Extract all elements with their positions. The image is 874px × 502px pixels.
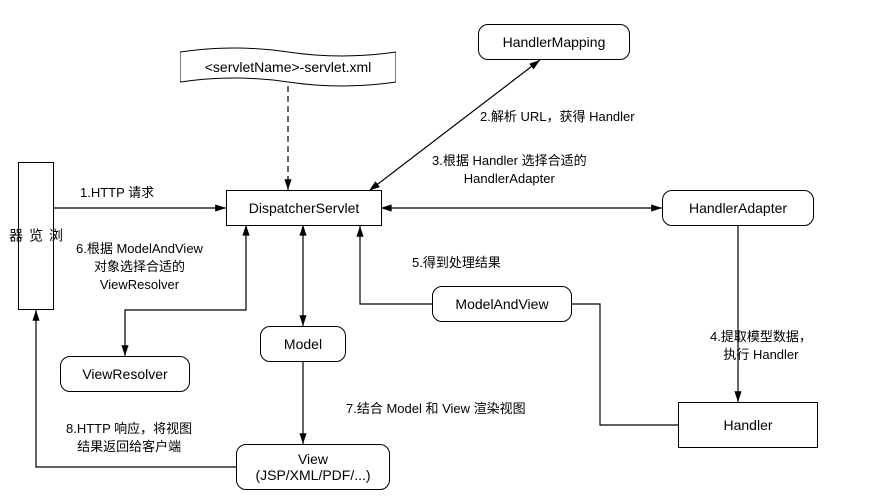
node-servletxml: <servletName>-servlet.xml [180,46,396,90]
node-label-model: Model [284,336,322,352]
node-label-handleradapter: HandlerAdapter [689,200,787,216]
edge-label-e5: 5.得到处理结果 [412,254,501,272]
node-model: Model [260,326,346,362]
edge-label-e1: 1.HTTP 请求 [80,184,154,202]
edge-label-e6: 6.根据 ModelAndView 对象选择合适的 ViewResolver [76,240,203,295]
edge-e5b [572,304,678,425]
node-browser: 浏 览 器 [18,162,54,310]
edge-label-e8: 8.HTTP 响应，将视图 结果返回给客户端 [66,420,192,456]
node-view: View (JSP/XML/PDF/...) [236,444,390,490]
node-modelandview: ModelAndView [432,286,572,322]
edge-label-e2: 2.解析 URL，获得 Handler [480,108,635,126]
node-label-viewresolver: ViewResolver [82,366,167,382]
node-viewresolver: ViewResolver [60,356,190,392]
node-handlermapping: HandlerMapping [478,24,630,60]
svg-text:<servletName>-servlet.xml: <servletName>-servlet.xml [205,59,372,75]
edge-label-e3: 3.根据 Handler 选择合适的 HandlerAdapter [432,152,587,188]
node-dispatcher: DispatcherServlet [226,190,382,226]
node-label-view: View (JSP/XML/PDF/...) [255,451,370,483]
edge-label-e7: 7.结合 Model 和 View 渲染视图 [346,400,526,418]
node-label-dispatcher: DispatcherServlet [249,200,360,216]
node-label-browser: 浏 览 器 [6,228,66,244]
node-label-modelandview: ModelAndView [455,296,548,312]
edge-label-e4: 4.提取模型数据， 执行 Handler [710,328,812,364]
node-label-handler: Handler [723,417,772,433]
node-handler: Handler [678,402,818,448]
node-label-handlermapping: HandlerMapping [503,34,606,50]
node-handleradapter: HandlerAdapter [662,190,814,226]
